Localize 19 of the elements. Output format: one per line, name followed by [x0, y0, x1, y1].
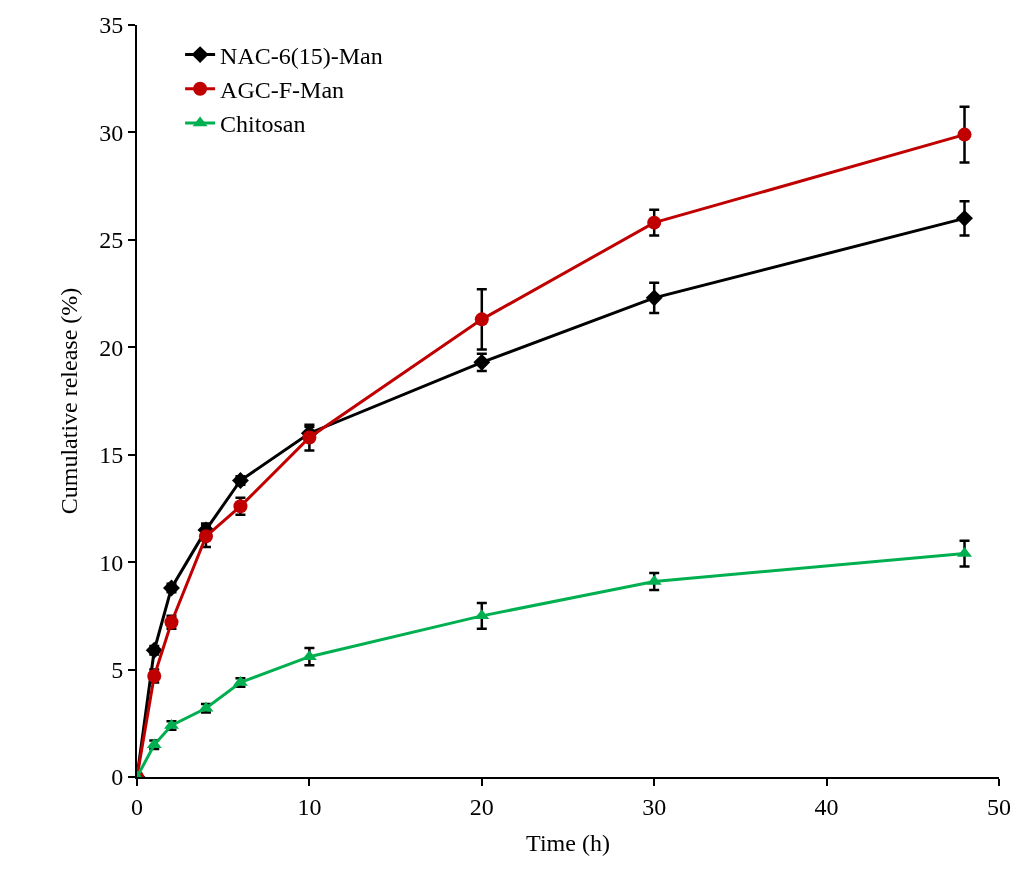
y-tick-label: 10	[99, 549, 124, 576]
x-tick-label: 50	[987, 793, 1011, 820]
x-tick-label: 30	[642, 793, 667, 820]
y-tick-label: 0	[111, 764, 124, 791]
y-axis-title: Cumulative release (%)	[55, 287, 82, 515]
y-tick-label: 20	[99, 334, 124, 361]
y-tick-label: 5	[111, 656, 124, 683]
legend-label: NAC-6(15)-Man	[220, 42, 383, 69]
y-tick-label: 30	[99, 119, 124, 146]
x-tick-label: 10	[297, 793, 322, 820]
x-tick-label: 40	[814, 793, 839, 820]
y-tick-label: 15	[99, 442, 124, 469]
x-axis-title: Time (h)	[526, 829, 610, 856]
y-tick-label: 35	[99, 12, 124, 39]
x-tick-label: 0	[131, 793, 143, 820]
x-tick-label: 20	[469, 793, 494, 820]
y-tick-label: 25	[99, 227, 124, 254]
legend-label: Chitosan	[220, 111, 306, 138]
legend-label: AGC-F-Man	[220, 77, 345, 104]
